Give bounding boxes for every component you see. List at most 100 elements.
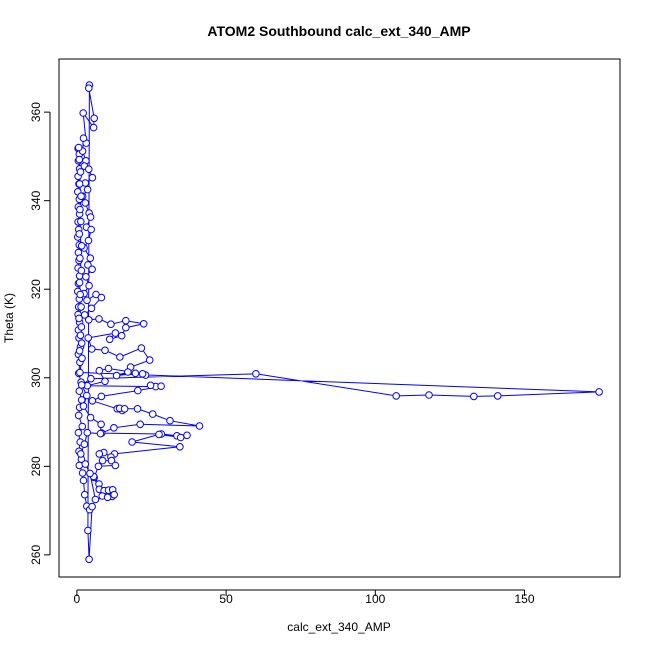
data-point: [139, 320, 148, 328]
data-point: [91, 495, 100, 504]
data-point: [110, 424, 118, 432]
data-point: [392, 392, 401, 400]
data-point: [176, 433, 185, 442]
data-point: [137, 344, 146, 352]
data-point: [74, 143, 83, 152]
data-point: [97, 392, 106, 401]
y-tick-label: 260: [29, 545, 43, 565]
data-point: [75, 314, 83, 323]
data-point: [134, 386, 142, 395]
data-point: [79, 476, 88, 485]
data-point: [89, 123, 98, 132]
data-point: [77, 303, 85, 311]
data-point: [145, 356, 154, 364]
data-point: [98, 456, 107, 465]
data-point: [85, 281, 93, 290]
data-point: [79, 109, 87, 117]
data-point: [94, 462, 103, 471]
data-point: [84, 334, 92, 342]
data-point: [83, 391, 91, 400]
data-point: [120, 405, 129, 413]
data-point: [85, 165, 93, 173]
data-point: [124, 368, 132, 376]
data-point: [81, 460, 90, 468]
data-point: [76, 290, 84, 299]
data-point: [87, 374, 95, 383]
x-tick-label: 100: [365, 592, 385, 606]
data-point: [138, 370, 147, 378]
data-point: [77, 450, 85, 458]
series-line: [77, 85, 600, 560]
data-point: [88, 345, 96, 353]
data-point: [76, 168, 85, 176]
y-tick-label: 360: [29, 102, 43, 122]
data-point: [96, 429, 105, 438]
y-axis-label: Theta (K): [2, 293, 16, 343]
data-point: [85, 316, 93, 324]
data-point: [195, 422, 204, 430]
data-point: [80, 490, 89, 499]
data-point: [77, 217, 85, 226]
data-point: [95, 450, 104, 458]
x-axis: 0 50 100 150: [74, 589, 535, 606]
data-point: [83, 185, 92, 194]
data-point: [176, 443, 184, 451]
data-point: [111, 329, 120, 337]
y-tick-label: 340: [29, 190, 43, 210]
y-tick-label: 280: [29, 456, 43, 476]
data-series: [74, 81, 603, 564]
data-point: [77, 266, 86, 275]
y-tick-label: 320: [29, 279, 43, 299]
data-point: [77, 242, 86, 250]
data-point: [76, 254, 84, 263]
data-point: [75, 387, 84, 395]
data-point: [146, 381, 155, 390]
data-point: [79, 134, 88, 142]
data-point: [133, 405, 142, 413]
data-point: [87, 304, 96, 313]
data-point: [82, 273, 90, 281]
data-point: [107, 320, 115, 329]
data-point: [116, 353, 124, 361]
data-point: [83, 296, 91, 305]
data-point: [85, 84, 93, 92]
data-point: [87, 225, 95, 234]
data-point: [110, 490, 118, 499]
data-point: [81, 199, 90, 207]
data-point: [112, 371, 121, 380]
data-point: [88, 502, 96, 511]
y-tick-label: 300: [29, 367, 43, 387]
data-point: [493, 392, 502, 400]
data-point: [122, 316, 130, 325]
x-tick-label: 150: [514, 592, 534, 606]
data-point: [78, 469, 87, 477]
x-axis-label: calc_ext_340_AMP: [287, 620, 390, 634]
data-point: [75, 230, 84, 238]
data-point: [97, 293, 106, 302]
data-point: [88, 397, 97, 405]
data-point: [75, 155, 84, 164]
data-point: [97, 420, 105, 429]
data-point: [470, 392, 478, 401]
data-point: [75, 347, 84, 355]
data-point: [80, 311, 89, 319]
data-point: [78, 422, 87, 431]
data-point: [101, 377, 109, 386]
data-point: [80, 440, 89, 449]
data-point: [107, 456, 116, 465]
data-point: [101, 346, 109, 355]
data-point: [74, 428, 83, 437]
data-point: [77, 323, 86, 331]
data-point: [104, 364, 113, 373]
data-point: [75, 180, 84, 188]
data-point: [77, 339, 86, 348]
data-point: [86, 213, 95, 221]
data-point: [90, 114, 98, 123]
y-axis: 260 280 300 320 340 360: [29, 102, 51, 565]
data-point: [252, 370, 260, 378]
data-point: [95, 315, 103, 323]
data-point: [85, 555, 93, 564]
data-point: [86, 469, 94, 478]
data-point: [76, 368, 84, 377]
